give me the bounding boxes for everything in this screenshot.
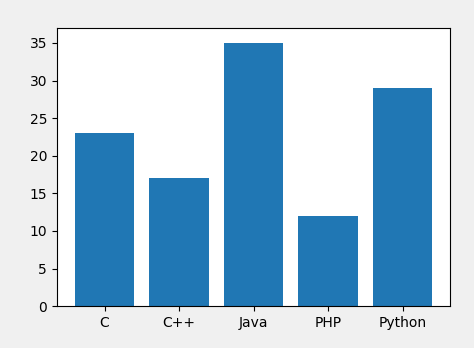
Bar [224,43,283,306]
Bar [75,133,134,306]
Bar [373,88,432,306]
Bar [149,178,209,306]
Bar [298,216,358,306]
